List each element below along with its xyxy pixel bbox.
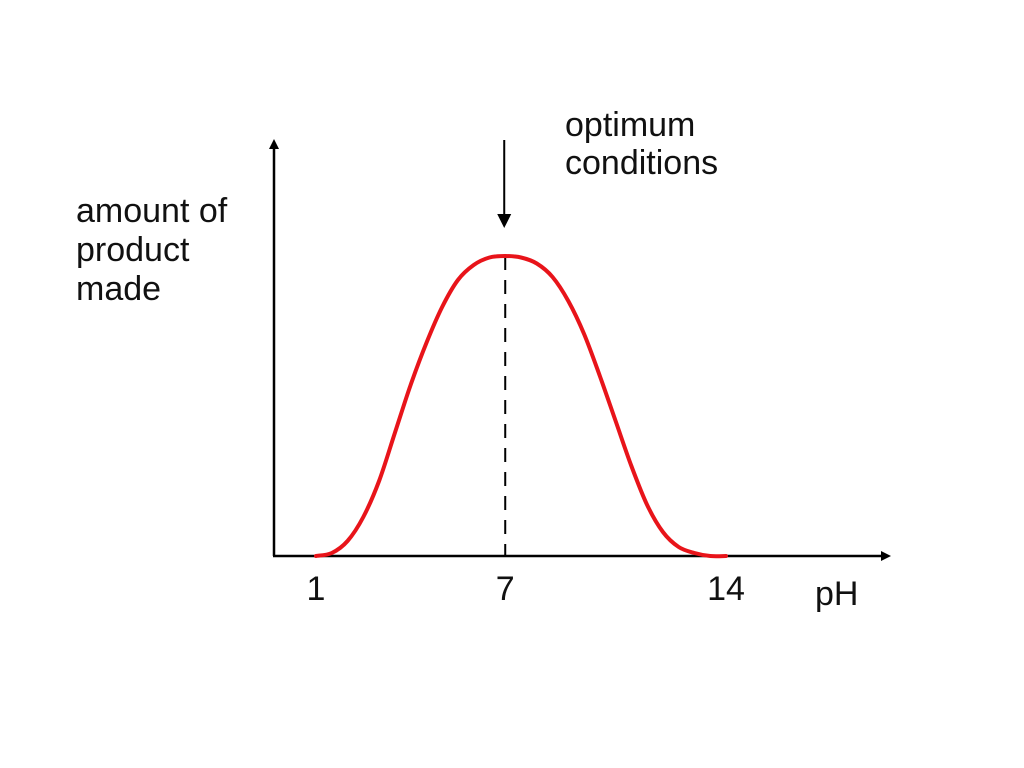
x-axis-label: pH — [815, 575, 858, 613]
optimum-annotation-line-2: conditions — [565, 144, 718, 182]
y-axis-label-line-3: made — [76, 270, 161, 308]
optimum-arrow-head — [497, 214, 512, 228]
y-axis-label-line-2: product — [76, 231, 190, 269]
chart-marks — [314, 140, 728, 559]
x-tick-label-14: 14 — [707, 570, 745, 608]
y-axis-label-line-1: amount of — [76, 192, 228, 230]
axes — [269, 139, 891, 561]
optimum-annotation-line-1: optimum — [565, 106, 695, 144]
y-axis-label: amount of product made — [76, 192, 228, 308]
x-tick-label-7: 7 — [496, 570, 515, 608]
x-tick-label-1: 1 — [307, 570, 326, 608]
series-line-0 — [314, 254, 728, 559]
optimum-annotation: optimum conditions — [565, 106, 718, 182]
x-tick-labels: 1 7 14 — [307, 570, 745, 608]
